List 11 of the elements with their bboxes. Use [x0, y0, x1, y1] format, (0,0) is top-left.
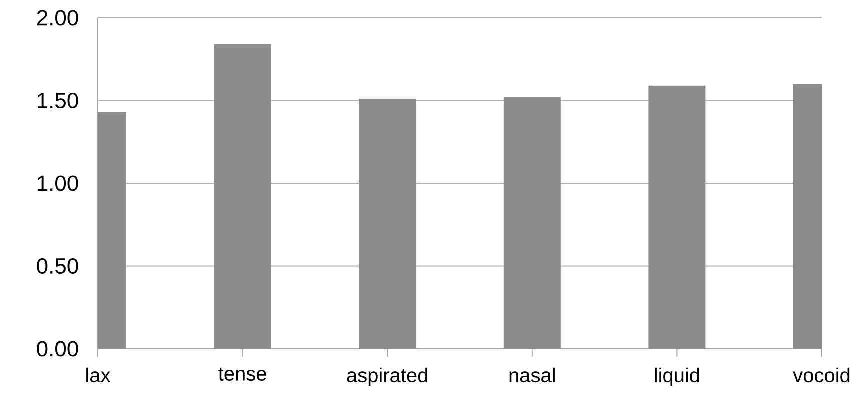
- y-tick-label: 1.00: [38, 176, 78, 192]
- x-tick-label: aspirated: [347, 368, 428, 387]
- y-tick-label: 0.50: [37, 258, 78, 274]
- y-tick-label: 2.00: [37, 10, 78, 26]
- x-tick-label: tense: [218, 368, 266, 381]
- y-tick-label: 1.50: [38, 92, 78, 109]
- x-tick-label: nasal: [510, 368, 555, 383]
- x-tick-label: liquid: [655, 368, 700, 387]
- x-tick-label: vocoid: [793, 368, 850, 383]
- x-tick-label: lax: [86, 368, 111, 383]
- y-tick-label: 0.00: [37, 341, 78, 357]
